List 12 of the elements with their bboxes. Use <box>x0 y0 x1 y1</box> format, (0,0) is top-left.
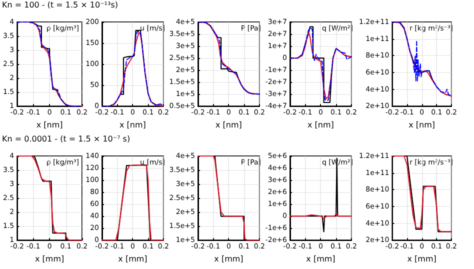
x-axis-title: x [mm] <box>35 254 64 264</box>
x-axis-title: x [mm] <box>214 254 244 264</box>
x-axis-title: x [mm] <box>306 254 336 264</box>
chart-title: Kn = 100 - (t = 1.5 × 10⁻¹³s) <box>2 0 118 10</box>
x-axis-title: x [nm] <box>408 120 436 130</box>
x-axis-title: x [nm] <box>216 120 242 130</box>
x-axis-title: x [nm] <box>120 120 146 130</box>
x-axis-title: x [nm] <box>308 120 334 130</box>
x-axis-title: x [mm] <box>118 254 148 264</box>
x-axis-title: x [nm] <box>36 120 63 130</box>
chart-title: Kn = 0.0001 - (t = 1.5 × 10⁻⁷ s) <box>2 134 130 144</box>
x-axis-title: x [mm] <box>407 254 436 264</box>
